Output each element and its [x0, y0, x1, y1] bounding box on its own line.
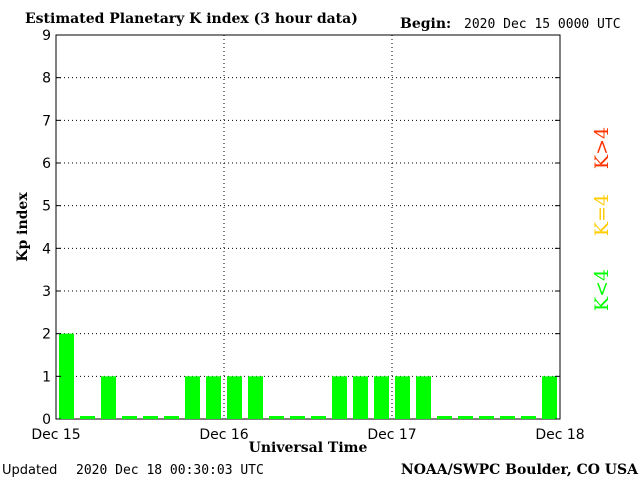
- kp-bar: [374, 376, 389, 419]
- kp-bar: [458, 416, 473, 419]
- y-tick-label: 0: [42, 412, 51, 428]
- begin-value: 2020 Dec 15 0000 UTC: [464, 17, 621, 32]
- updated-label: Updated: [2, 463, 57, 478]
- y-axis-label: Kp index: [15, 192, 31, 262]
- kp-bar: [542, 376, 557, 419]
- kp-bar: [353, 376, 368, 419]
- kp-bar: [479, 416, 494, 419]
- y-tick-label: 4: [42, 241, 51, 257]
- x-tick-label: Dec 18: [535, 427, 584, 443]
- kp-bar: [500, 416, 515, 419]
- y-tick-label: 8: [42, 71, 51, 87]
- grid-lines: [56, 35, 560, 419]
- kp-bar: [521, 416, 536, 419]
- legend-k-less-4: K<4: [591, 269, 613, 311]
- y-tick-label: 2: [42, 327, 51, 343]
- kp-bar: [122, 416, 137, 419]
- legend-k-greater-4: K>4: [591, 127, 613, 169]
- kp-bar: [80, 416, 95, 419]
- kp-bar: [395, 376, 410, 419]
- kp-bar: [206, 376, 221, 419]
- begin-label: Begin:: [400, 16, 451, 32]
- kp-bar: [101, 376, 116, 419]
- updated-value: 2020 Dec 18 00:30:03 UTC: [76, 463, 264, 478]
- chart-title: Estimated Planetary K index (3 hour data…: [25, 11, 358, 27]
- x-tick-label: Dec 15: [31, 427, 80, 443]
- x-tick-label: Dec 16: [199, 427, 248, 443]
- kp-bar: [269, 416, 284, 419]
- kp-bar: [59, 333, 74, 419]
- kp-bar: [185, 376, 200, 419]
- kp-bar: [227, 376, 242, 419]
- source-credit: NOAA/SWPC Boulder, CO USA: [401, 462, 639, 478]
- y-tick-label: 5: [42, 199, 51, 215]
- y-tick-label: 6: [42, 156, 51, 172]
- bars: [59, 333, 557, 419]
- y-axis-ticks: 0 1 2 3 4 5 6 7 8 9: [42, 28, 560, 428]
- x-axis-label: Universal Time: [249, 440, 368, 456]
- y-tick-label: 1: [42, 369, 51, 385]
- kp-bar: [437, 416, 452, 419]
- kp-bar: [332, 376, 347, 419]
- y-tick-label: 7: [42, 113, 51, 129]
- kp-bar: [164, 416, 179, 419]
- legend-k-equal-4: K=4: [591, 194, 613, 236]
- y-tick-label: 9: [42, 28, 51, 44]
- kp-bar: [248, 376, 263, 419]
- kp-bar: [143, 416, 158, 419]
- kp-bar: [311, 416, 326, 419]
- y-tick-label: 3: [42, 284, 51, 300]
- kp-bar: [290, 416, 305, 419]
- plot-area: [55, 34, 561, 420]
- kp-bar: [416, 376, 431, 419]
- x-tick-label: Dec 17: [367, 427, 416, 443]
- x-axis-ticks: Dec 15 Dec 16 Dec 17 Dec 18: [31, 427, 584, 443]
